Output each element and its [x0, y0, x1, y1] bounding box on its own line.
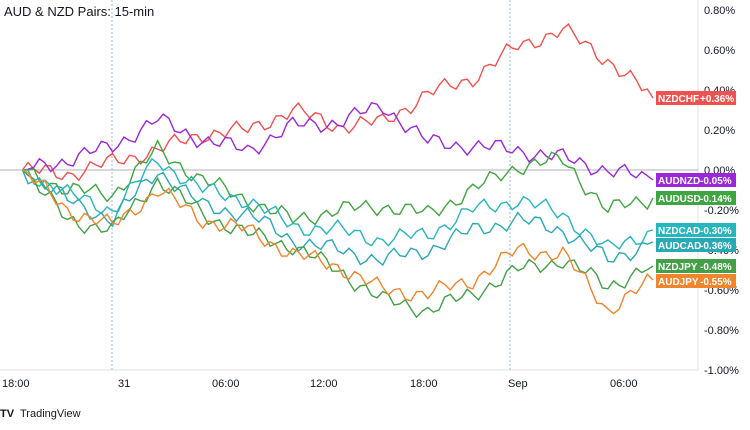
- value-tag-name: NZDJPY: [658, 262, 698, 273]
- value-tag-name-bg: [656, 274, 696, 288]
- tradingview-label: TradingView: [20, 408, 81, 420]
- value-tag-audnzd: AUDNZD -0.05%: [656, 173, 736, 187]
- value-tag-value: -0.36%: [700, 241, 732, 252]
- value-tag-name-bg: [656, 173, 696, 187]
- value-tag-name-bg: [656, 191, 696, 205]
- value-tag-value-bg: [696, 223, 736, 237]
- value-tag-nzdchf: NZDCHF +0.36%: [656, 91, 736, 105]
- value-tag-value-bg: [696, 238, 736, 252]
- series-line-nzdcad: [22, 157, 654, 251]
- y-tick-label: -0.80%: [704, 325, 739, 337]
- y-tick-label: -0.20%: [704, 205, 739, 217]
- value-tag-audusd: AUDUSD -0.14%: [656, 191, 736, 205]
- value-tag-value: +0.36%: [700, 94, 734, 105]
- x-tick-label: 12:00: [310, 378, 338, 390]
- y-tick-label: 0.60%: [704, 45, 735, 57]
- y-tick-label: 0.80%: [704, 5, 735, 17]
- x-tick-label: 18:00: [410, 378, 438, 390]
- value-tag-name: AUDCAD: [658, 241, 701, 252]
- value-tag-value-bg: [696, 91, 736, 105]
- value-tag-audcad: AUDCAD-0.36%: [656, 238, 736, 252]
- value-tag-value: -0.48%: [700, 262, 732, 273]
- x-tick-label: 06:00: [610, 378, 638, 390]
- x-tick-label: 06:00: [212, 378, 240, 390]
- series-line-audcad: [21, 169, 654, 267]
- value-tag-name: NZDCHF: [658, 94, 699, 105]
- value-tag-value: -0.30%: [700, 226, 732, 237]
- session-dividers: [111, 0, 511, 370]
- series-line-nzdjpy: [22, 169, 654, 319]
- x-tick-label: Sep: [508, 378, 528, 390]
- series-line-audusd: [22, 139, 654, 226]
- series-value-tags: NZDCHF +0.36% AUDNZD -0.05% AUDUSD -0.14% NZDC…: [656, 91, 736, 288]
- value-tag-nzdjpy: NZDJPY -0.48%: [656, 259, 736, 273]
- value-tag-value-bg: [696, 173, 736, 187]
- value-tag-name-bg: [656, 91, 696, 105]
- tradingview-icon: TV: [0, 408, 15, 420]
- series-group: [21, 23, 654, 319]
- value-tag-name: NZDCAD: [658, 226, 700, 237]
- value-tag-value: -0.14%: [700, 194, 732, 205]
- series-line-audjpy: [22, 169, 654, 315]
- value-tag-name: AUDUSD: [658, 194, 701, 205]
- x-axis-ticks: 18:00 31 06:00 12:00 18:00 Sep 06:00: [2, 378, 638, 390]
- value-tag-value-bg: [696, 274, 736, 288]
- value-tag-name: AUDNZD: [658, 176, 700, 187]
- value-tag-name: AUDJPY: [658, 277, 699, 288]
- x-tick-label: 31: [118, 378, 130, 390]
- value-tag-name-bg: [656, 223, 696, 237]
- series-line-audnzd: [22, 101, 654, 181]
- value-tag-value-bg: [696, 259, 736, 273]
- y-tick-label: 0.20%: [704, 125, 735, 137]
- value-tag-value-bg: [696, 191, 736, 205]
- value-tag-name-bg: [656, 259, 696, 273]
- tradingview-logo: TV TradingView: [0, 408, 81, 420]
- value-tag-name-bg: [656, 238, 696, 252]
- y-tick-label: -1.00%: [704, 365, 739, 377]
- chart-title: AUD & NZD Pairs: 15-min: [4, 4, 154, 19]
- value-tag-audjpy: AUDJPY -0.55%: [656, 274, 736, 288]
- x-tick-label: 18:00: [2, 378, 30, 390]
- value-tag-value: -0.55%: [700, 277, 732, 288]
- value-tag-value: -0.05%: [700, 176, 732, 187]
- value-tag-nzdcad: NZDCAD -0.30%: [656, 223, 736, 237]
